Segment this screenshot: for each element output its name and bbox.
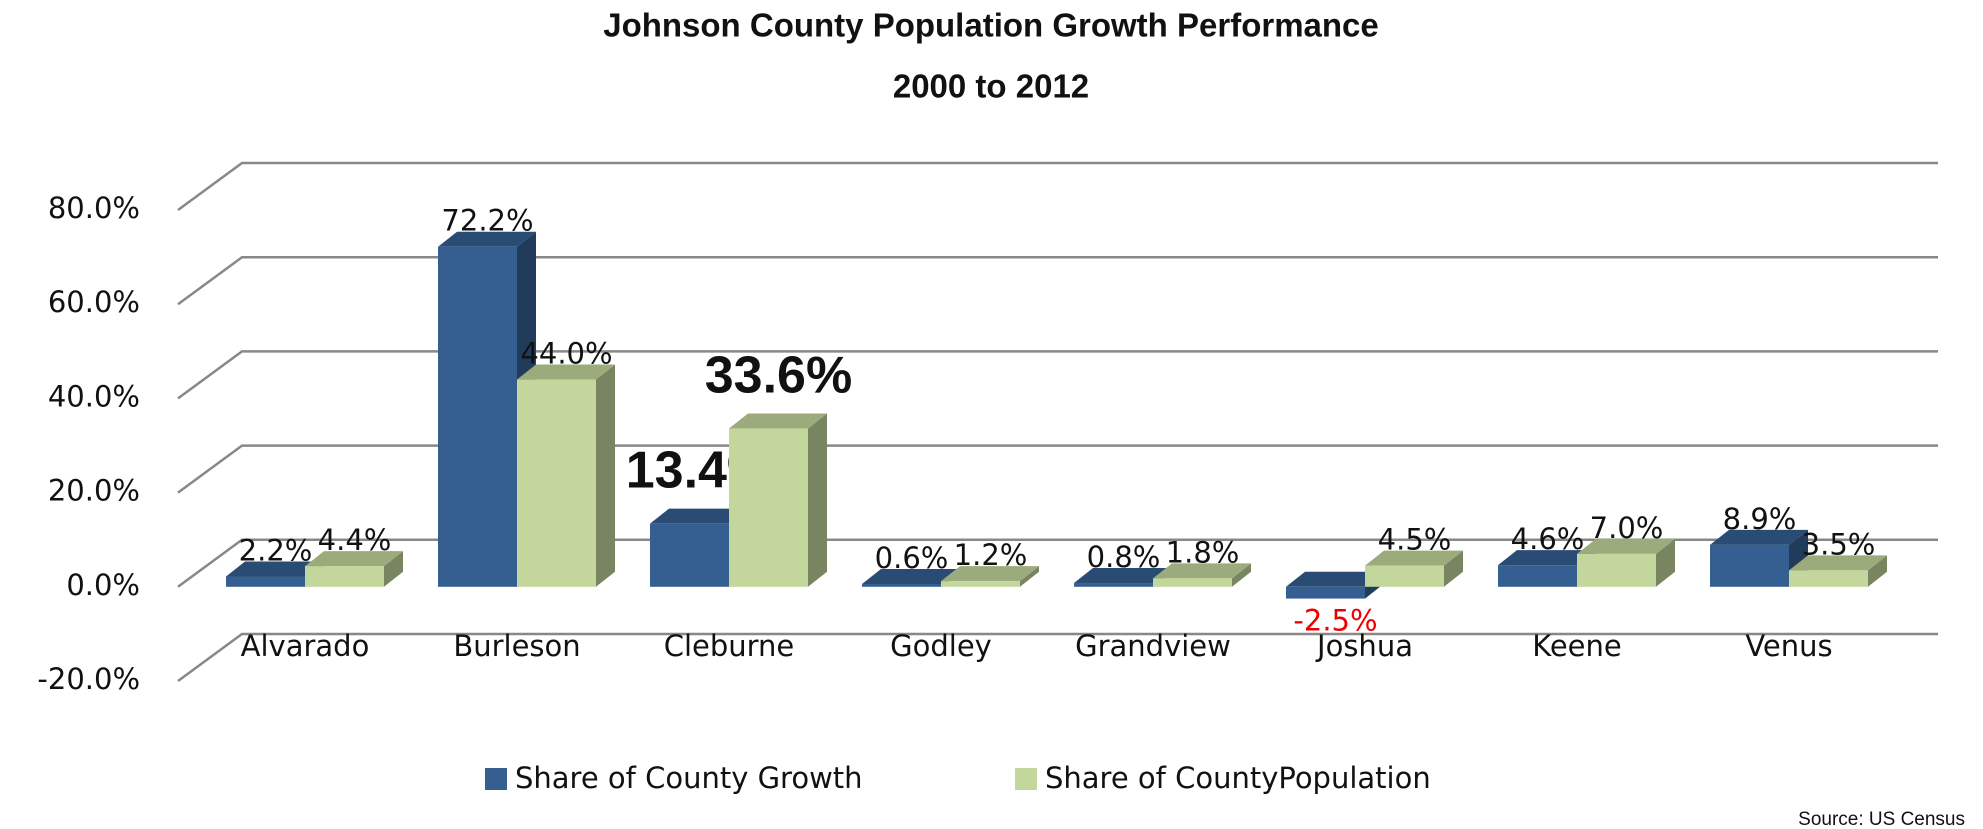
bar-face	[384, 551, 403, 587]
bar-face	[517, 364, 615, 380]
bar-face	[1710, 529, 1808, 545]
bar-face	[729, 428, 808, 587]
data-label: 4.4%	[318, 523, 392, 557]
data-label: 8.9%	[1723, 502, 1797, 536]
x-tick-label: Cleburne	[664, 629, 795, 663]
data-label: 4.6%	[1511, 522, 1585, 556]
grid-line	[177, 255, 1938, 306]
bar-face	[1074, 583, 1153, 587]
grid-line	[177, 632, 1938, 683]
data-label: 7.0%	[1590, 511, 1664, 545]
grid-line	[177, 444, 1938, 494]
chart-subtitle: 2000 to 2012	[893, 68, 1089, 105]
y-tick-label: 60.0%	[48, 285, 140, 319]
data-label: 2.2%	[239, 533, 313, 567]
data-label: 1.8%	[1166, 535, 1240, 569]
legend-swatch	[1015, 768, 1037, 790]
legend-label: Share of CountyPopulation	[1045, 761, 1431, 795]
bar-face	[1020, 566, 1039, 587]
bar-face	[650, 523, 729, 587]
data-label: -2.5%	[1293, 604, 1377, 638]
data-label: 4.5%	[1378, 523, 1452, 557]
bar-face	[517, 379, 596, 587]
legend-swatch	[485, 768, 507, 790]
y-tick-label: 40.0%	[48, 379, 140, 413]
bar-face	[438, 246, 517, 587]
x-tick-label: Venus	[1745, 629, 1832, 663]
x-tick-label: Joshua	[1315, 629, 1413, 663]
bar-face	[1710, 544, 1789, 587]
bar-face	[941, 566, 1039, 582]
x-tick-label: Burleson	[453, 629, 580, 663]
bar	[1153, 563, 1251, 587]
x-tick-label: Grandview	[1075, 629, 1231, 663]
bar	[1789, 555, 1887, 587]
bar	[517, 364, 615, 587]
bar	[1365, 550, 1463, 587]
bar-face	[1577, 538, 1675, 554]
bar-face	[1153, 563, 1251, 579]
data-label: 0.8%	[1087, 540, 1161, 574]
bar-face	[1153, 578, 1232, 587]
bar	[1577, 538, 1675, 587]
bar-face	[1577, 553, 1656, 587]
bar	[941, 566, 1039, 587]
grid-line	[177, 161, 1938, 212]
y-tick-label: 80.0%	[48, 191, 140, 225]
bar-face	[596, 364, 615, 587]
bar	[1710, 529, 1808, 587]
bar-face	[226, 576, 305, 587]
data-label: 72.2%	[441, 204, 533, 238]
bar-face	[1656, 538, 1675, 587]
data-label: 1.2%	[954, 538, 1028, 572]
bar-face	[941, 581, 1020, 587]
x-tick-label: Godley	[890, 629, 992, 663]
bar-face	[305, 551, 403, 567]
bar-face	[1868, 555, 1887, 587]
bar-face	[1232, 563, 1251, 587]
y-tick-label: 20.0%	[48, 474, 140, 508]
bar-face	[862, 568, 960, 584]
bar-face	[1286, 586, 1365, 599]
bar-face	[862, 583, 941, 587]
bar-face	[1789, 555, 1887, 571]
y-tick-label: -20.0%	[37, 662, 140, 696]
y-tick-label: 0.0%	[66, 568, 140, 602]
bar	[729, 413, 827, 587]
source-note: Source: US Census	[1798, 809, 1965, 829]
data-label: 44.0%	[520, 337, 612, 371]
bar-face	[226, 561, 324, 577]
data-label: 33.6%	[705, 346, 852, 404]
bar-face	[305, 566, 384, 587]
bar	[305, 551, 403, 587]
bar-face	[1365, 550, 1463, 566]
x-tick-label: Alvarado	[241, 629, 370, 663]
x-tick-label: Keene	[1532, 629, 1621, 663]
bar-face	[1498, 565, 1577, 587]
bar-face	[438, 231, 536, 247]
chart-title: Johnson County Population Growth Perform…	[603, 7, 1379, 44]
bar-face	[1365, 565, 1444, 587]
bar-face	[1498, 550, 1596, 566]
bar-face	[808, 413, 827, 587]
grid-line	[177, 350, 1938, 400]
bar-face	[1444, 550, 1463, 587]
legend-label: Share of County Growth	[515, 761, 863, 795]
bar-face	[1286, 571, 1384, 587]
data-label: 0.6%	[875, 541, 949, 575]
data-label: 3.5%	[1802, 527, 1876, 561]
bar-face	[729, 413, 827, 429]
bar-face	[1074, 568, 1172, 584]
bar-face	[650, 508, 748, 524]
grid-line	[177, 538, 1938, 588]
bar-face	[1789, 570, 1868, 587]
